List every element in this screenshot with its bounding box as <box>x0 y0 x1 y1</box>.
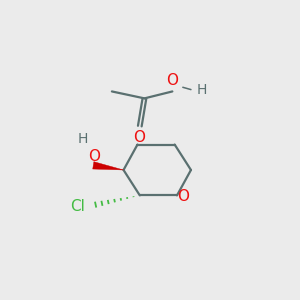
Text: O: O <box>133 130 145 145</box>
Text: O: O <box>88 149 100 164</box>
Text: O: O <box>177 189 189 204</box>
Polygon shape <box>93 162 124 170</box>
Text: H: H <box>78 132 88 146</box>
Text: H: H <box>197 82 207 97</box>
Text: O: O <box>166 74 178 88</box>
Text: Cl: Cl <box>70 200 85 214</box>
